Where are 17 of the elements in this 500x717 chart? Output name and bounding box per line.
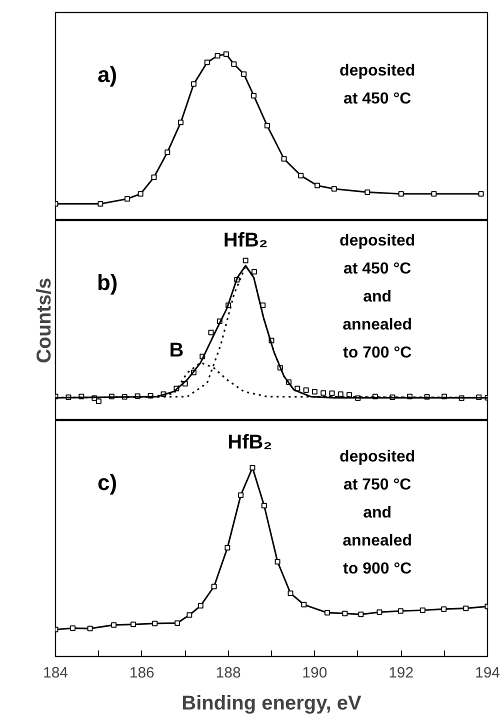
x-tick-label: 186: [129, 664, 154, 682]
annotation: deposited at 750 °C and annealed to 900 °C: [340, 448, 416, 578]
annotation: a): [98, 62, 118, 87]
x-tick-label: 194: [474, 664, 500, 682]
annotation: c): [98, 470, 118, 495]
annotation: b): [96, 270, 118, 295]
x-tick-label: 184: [42, 664, 68, 682]
x-tick-label: 190: [302, 664, 328, 682]
x-tick-label: 192: [388, 664, 414, 682]
annotation: deposited at 450 °C and annealed to 700 °C: [340, 232, 416, 362]
y-axis-title: Counts/s: [34, 278, 56, 364]
text: HfB₂: [223, 230, 268, 252]
x-tick-label: 188: [216, 664, 241, 682]
annotation: deposited at 450 °C: [340, 62, 416, 108]
annotation: B: [169, 340, 184, 362]
text: HfB₂: [228, 432, 272, 454]
x-axis-title: Binding energy, eV: [182, 692, 362, 714]
